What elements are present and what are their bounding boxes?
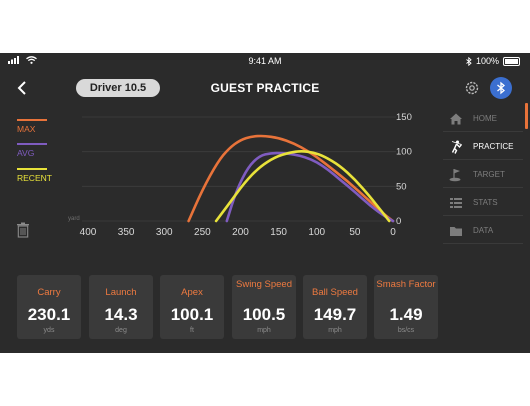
x-tick-label: 50 bbox=[349, 227, 361, 238]
metric-label: Apex bbox=[181, 287, 203, 298]
x-tick-label: 100 bbox=[308, 227, 325, 238]
stats-icon bbox=[450, 197, 462, 208]
metric-card-carry: Carry 230.1 yds bbox=[17, 275, 81, 339]
metric-unit: yds bbox=[43, 327, 55, 334]
nav-data[interactable]: DATA bbox=[443, 219, 523, 242]
gear-icon[interactable] bbox=[463, 79, 481, 97]
metric-value: 14.3 bbox=[104, 305, 138, 324]
metric-unit: mph bbox=[328, 327, 342, 334]
series-line-avg bbox=[225, 151, 395, 223]
scroll-indicator[interactable] bbox=[525, 103, 528, 129]
club-selector-button[interactable]: Driver 10.5 bbox=[76, 79, 160, 97]
trash-icon[interactable] bbox=[16, 222, 30, 238]
metric-value: 149.7 bbox=[313, 305, 357, 324]
nav-label-practice: PRACTICE bbox=[473, 142, 514, 151]
metric-unit: ft bbox=[190, 327, 194, 334]
metric-label: Carry bbox=[37, 287, 61, 298]
wifi-icon bbox=[26, 56, 37, 64]
metric-value: 100.1 bbox=[170, 305, 214, 324]
x-axis-ticks: 400 350 300 250 200 150 100 50 0 bbox=[80, 227, 397, 238]
y-tick-label: 0 bbox=[396, 216, 401, 227]
y-tick-label: 150 bbox=[396, 112, 412, 123]
flag-target-icon bbox=[449, 168, 461, 181]
metric-label: Smash Factor bbox=[376, 279, 436, 290]
battery-percent: 100% bbox=[475, 56, 499, 66]
legend-item-max: MAX bbox=[17, 119, 57, 134]
nav-practice[interactable]: PRACTICE bbox=[443, 135, 523, 158]
app-screen: 9:41 AM 100% Driver 10.5 GUEST PRACTICE … bbox=[0, 53, 530, 353]
y-axis-ticks: 150 100 50 0 bbox=[396, 112, 412, 227]
status-bar: 9:41 AM 100% bbox=[0, 53, 530, 69]
bluetooth-icon bbox=[497, 81, 506, 95]
nav-home[interactable]: HOME bbox=[443, 107, 523, 130]
y-tick-label: 50 bbox=[396, 181, 407, 192]
bluetooth-button[interactable] bbox=[490, 77, 512, 99]
legend-swatch-avg bbox=[17, 143, 47, 145]
folder-icon bbox=[450, 226, 462, 236]
legend-label-avg: AVG bbox=[17, 148, 35, 158]
home-icon bbox=[450, 113, 462, 124]
nav-label-stats: STATS bbox=[473, 198, 498, 207]
metric-card-swing-speed: Swing Speed 100.5 mph bbox=[232, 275, 296, 339]
metric-label: Ball Speed bbox=[312, 287, 358, 298]
nav-label-target: TARGET bbox=[473, 170, 505, 179]
metric-card-launch: Launch 14.3 deg bbox=[89, 275, 153, 339]
metric-card-ball-speed: Ball Speed 149.7 mph bbox=[303, 275, 367, 339]
x-tick-label: 250 bbox=[194, 227, 211, 238]
nav-divider bbox=[443, 215, 523, 216]
metric-unit: bs/cs bbox=[397, 327, 415, 334]
legend-swatch-max bbox=[17, 119, 47, 121]
nav-divider bbox=[443, 159, 523, 160]
metric-value: 1.49 bbox=[389, 305, 423, 324]
legend-label-max: MAX bbox=[17, 124, 36, 134]
legend-item-recent: RECENT bbox=[17, 168, 57, 183]
battery-icon bbox=[503, 56, 520, 66]
x-tick-label: 0 bbox=[390, 227, 396, 238]
nav-label-data: DATA bbox=[473, 226, 494, 235]
x-tick-label: 400 bbox=[80, 227, 97, 238]
metric-value: 230.1 bbox=[27, 305, 71, 324]
metric-unit: deg bbox=[115, 327, 127, 334]
metric-card-apex: Apex 100.1 ft bbox=[160, 275, 224, 339]
nav-target[interactable]: TARGET bbox=[443, 163, 523, 186]
page-title: GUEST PRACTICE bbox=[210, 81, 320, 95]
nav-divider bbox=[443, 187, 523, 188]
status-time: 9:41 AM bbox=[248, 56, 282, 66]
back-chevron-icon[interactable] bbox=[14, 79, 32, 97]
bluetooth-status-icon bbox=[466, 56, 472, 66]
nav-stats[interactable]: STATS bbox=[443, 191, 523, 214]
series-line-max bbox=[187, 134, 395, 223]
metric-label: Launch bbox=[105, 287, 137, 298]
x-tick-label: 300 bbox=[156, 227, 173, 238]
legend-label-recent: RECENT bbox=[17, 173, 52, 183]
nav-label-home: HOME bbox=[473, 114, 497, 123]
legend-item-avg: AVG bbox=[17, 143, 57, 158]
metric-unit: mph bbox=[257, 327, 271, 334]
nav-divider bbox=[443, 131, 523, 132]
x-axis-unit-label: yard bbox=[68, 216, 80, 222]
metric-value: 100.5 bbox=[242, 305, 286, 324]
golfer-icon bbox=[451, 140, 463, 154]
legend-swatch-recent bbox=[17, 168, 47, 170]
metric-label: Swing Speed bbox=[236, 279, 292, 290]
x-tick-label: 150 bbox=[270, 227, 287, 238]
chart-grid bbox=[82, 116, 396, 222]
series-line-recent bbox=[214, 150, 391, 223]
nav-divider bbox=[443, 243, 523, 244]
chart-series bbox=[187, 134, 395, 223]
x-tick-label: 350 bbox=[118, 227, 135, 238]
signal-icon bbox=[8, 56, 19, 64]
x-tick-label: 200 bbox=[232, 227, 249, 238]
metric-card-smash-factor: Smash Factor 1.49 bs/cs bbox=[374, 275, 438, 339]
y-tick-label: 100 bbox=[396, 147, 412, 158]
